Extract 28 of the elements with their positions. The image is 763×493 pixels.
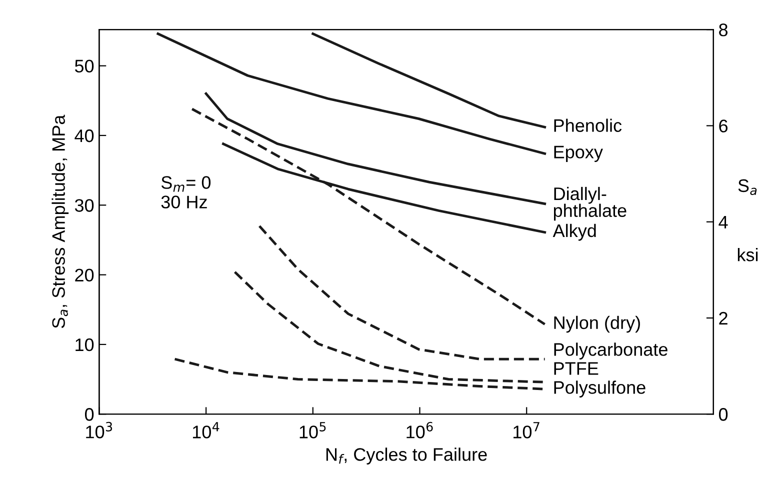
y2-tick-label: 8 bbox=[719, 24, 728, 36]
x-tick-label: 10$^{4}$ bbox=[192, 422, 220, 438]
y2-tick-label: 4 bbox=[718, 216, 728, 228]
y-axis-title: S$_{a}$, Stress Amplitude, MPa bbox=[52, 114, 69, 328]
x-axis-title: N$_{f}$, Cycles to Failure bbox=[326, 448, 487, 464]
y-tick-label: 30 bbox=[74, 199, 94, 212]
y-tick-label: 10 bbox=[76, 338, 94, 352]
y2-tick-label: 0 bbox=[718, 408, 728, 421]
y-tick-label: 50 bbox=[74, 60, 94, 73]
series-label: Nylon (dry) bbox=[554, 316, 640, 333]
series-label: Epoxy bbox=[554, 146, 603, 162]
series-label: Polycarbonate bbox=[554, 342, 668, 360]
y-tick-label: 0 bbox=[84, 408, 94, 421]
series-label: Polysulfone bbox=[554, 380, 646, 398]
y-tick-label: 20 bbox=[75, 268, 94, 282]
series-label: Phenolic bbox=[554, 118, 622, 132]
series-label: PTFE bbox=[554, 362, 598, 375]
annotation: S$_{m}$= 0 30 Hz bbox=[161, 176, 211, 208]
series-label: Alkyd bbox=[552, 224, 596, 241]
x-tick-label: 10$^{3}$ bbox=[86, 422, 112, 438]
series-label: Diallyl- phthalate bbox=[554, 186, 626, 221]
y-tick-label: 40 bbox=[74, 129, 94, 142]
y2-tick-label: 2 bbox=[719, 312, 728, 325]
x-tick-label: 10$^{6}$ bbox=[406, 422, 433, 438]
x-tick-label: 10$^{5}$ bbox=[300, 422, 326, 438]
text: S$_{a}$ ksi bbox=[738, 179, 758, 262]
x-tick-label: 10$^{7}$ bbox=[514, 422, 540, 438]
y2-tick-label: 6 bbox=[719, 120, 728, 132]
